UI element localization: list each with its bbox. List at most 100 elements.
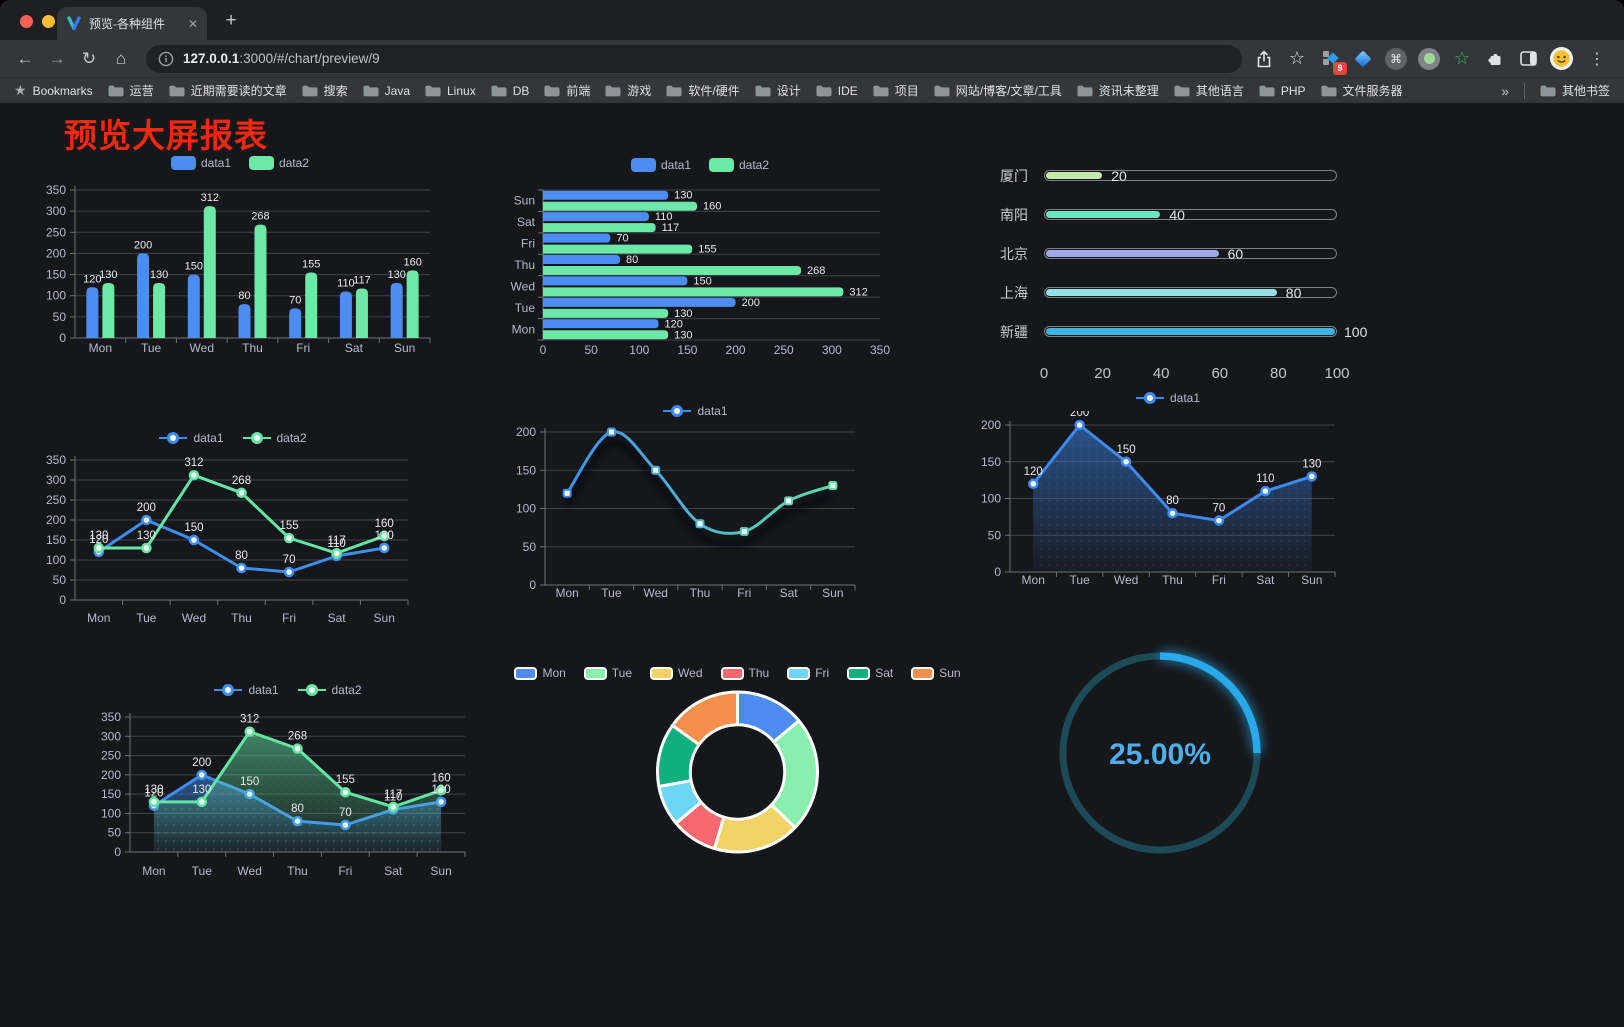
hbar-data1-Mon[interactable]	[543, 319, 659, 329]
marker[interactable]	[196, 769, 208, 781]
legend-item-Sun[interactable]: Sun	[911, 666, 961, 680]
bar-data1-Sun[interactable]	[390, 283, 403, 338]
marker[interactable]	[188, 534, 200, 546]
marker[interactable]	[141, 514, 152, 526]
legend-item-data1[interactable]: data1	[630, 158, 691, 172]
marker[interactable]	[196, 796, 208, 808]
bar-data2-Sat[interactable]	[355, 288, 368, 338]
marker[interactable]	[739, 526, 749, 536]
bookmark-folder[interactable]: PHP	[1259, 82, 1306, 99]
bar-grouped-canvas[interactable]: 0 50 100 150 200 250 300 350 Mon Tue Wed Thu Fri Sat S…	[40, 176, 440, 368]
browser-tab[interactable]: 预览-各种组件 ✕	[57, 7, 207, 40]
bookmark-folder[interactable]: 搜索	[302, 82, 348, 99]
marker[interactable]	[651, 465, 661, 475]
marker[interactable]	[1306, 471, 1318, 482]
hbar-data1-Thu[interactable]	[543, 255, 621, 264]
hbar-data2-Wed[interactable]	[543, 287, 844, 297]
hbar-data2-Sat[interactable]	[543, 223, 656, 233]
bookmark-folder[interactable]: 运营	[108, 82, 154, 99]
area-single-canvas[interactable]: 0 50 100 150 200 Mon Tue Wed Thu Fri Sat Sun 120 200 1…	[975, 407, 1360, 599]
marker[interactable]	[784, 496, 794, 506]
bar-data2-Mon[interactable]	[102, 283, 115, 338]
bar-data1-Sat[interactable]	[339, 291, 352, 338]
marker[interactable]	[188, 469, 200, 481]
bookmark-folder[interactable]: 其他语言	[1174, 82, 1244, 99]
hbar-data2-Sun[interactable]	[543, 201, 698, 211]
marker[interactable]	[141, 542, 152, 554]
bar-data1-Thu[interactable]	[238, 304, 251, 338]
chart-gauge[interactable]: 25.00%	[1040, 640, 1280, 875]
bookmarks-root[interactable]: ★ Bookmarks	[14, 82, 93, 99]
bookmark-folder[interactable]: 项目	[873, 82, 919, 99]
legend-item-data1[interactable]: data1	[662, 403, 728, 419]
marker[interactable]	[340, 786, 351, 798]
extensions-puzzle-icon[interactable]	[1483, 47, 1507, 71]
extension-gem-icon[interactable]	[1351, 47, 1375, 71]
bookmark-folder[interactable]: IDE	[816, 82, 858, 99]
marker[interactable]	[1027, 478, 1039, 490]
legend-item-data2[interactable]: data2	[709, 158, 769, 172]
legend-item-Wed[interactable]: Wed	[650, 666, 703, 680]
bar-data1-Tue[interactable]	[137, 253, 150, 338]
hbar-data1-Sat[interactable]	[543, 212, 649, 222]
marker[interactable]	[1074, 419, 1085, 431]
extension-green-star-icon[interactable]: ☆	[1453, 48, 1471, 68]
close-window-button[interactable]	[20, 15, 33, 28]
address-bar[interactable]: 127.0.0.1:3000/#/chart/preview/9	[146, 44, 1242, 73]
marker[interactable]	[1120, 456, 1132, 467]
bar-data1-Wed[interactable]	[187, 274, 200, 338]
legend-item-data1[interactable]: data1	[1135, 390, 1200, 406]
bar-data2-Fri[interactable]	[305, 272, 318, 338]
extension-record-icon[interactable]	[1417, 47, 1441, 71]
extension-grid-icon[interactable]: 9	[1318, 47, 1347, 75]
marker[interactable]	[378, 530, 390, 542]
marker[interactable]	[387, 801, 399, 813]
marker[interactable]	[244, 726, 255, 737]
bar-data2-Sun[interactable]	[406, 270, 419, 338]
side-panel-icon[interactable]	[1516, 47, 1540, 71]
legend-item-Mon[interactable]: Mon	[514, 666, 566, 680]
bookmark-folder[interactable]: Java	[363, 82, 410, 99]
chart-horizontal-bar[interactable]: data1 data2 Sun Sat Fri Thu Wed Tue Mon 0 50 100 150…	[505, 152, 895, 370]
marker[interactable]	[828, 481, 838, 491]
bar-data2-Tue[interactable]	[153, 283, 166, 338]
legend-item-Sat[interactable]: Sat	[847, 666, 893, 680]
home-button[interactable]: ⌂	[115, 48, 127, 68]
bookmark-folder[interactable]: 网站/博客/文章/工具	[934, 82, 1062, 99]
legend-item-data2[interactable]: data2	[297, 682, 362, 698]
area-multi-canvas[interactable]: 0 50 100 150 200 250 300 350 Mon Tue Wed Thu Fri Sat S…	[100, 703, 475, 889]
marker[interactable]	[236, 487, 247, 499]
legend-item-data1[interactable]: data1	[213, 682, 279, 698]
line-smooth-canvas[interactable]: 0 50 100 150 200 Mon Tue Wed Thu Fri Sat Sun	[510, 424, 880, 612]
marker[interactable]	[292, 743, 303, 754]
marker[interactable]	[435, 785, 447, 796]
bar-data1-Mon[interactable]	[86, 287, 99, 338]
forward-button[interactable]: →	[48, 48, 66, 68]
line-multi-canvas[interactable]: 0 50 100 150 200 250 300 350 Mon Tue Wed Thu Fri Sat S…	[45, 451, 420, 637]
other-bookmarks[interactable]: 其他书签	[1540, 82, 1610, 99]
hbar-data2-Fri[interactable]	[543, 244, 693, 254]
minimize-window-button[interactable]	[42, 15, 55, 28]
marker[interactable]	[331, 547, 342, 559]
marker[interactable]	[378, 542, 390, 554]
marker[interactable]	[1260, 485, 1271, 497]
chart-area-single[interactable]: data1 0 50 100 150 200 Mon Tue Wed Thu Fri Sat Sun 12…	[975, 385, 1360, 599]
bookmark-folder[interactable]: 资讯未整理	[1077, 82, 1159, 99]
legend-item-data2[interactable]: data2	[249, 156, 309, 170]
marker[interactable]	[283, 566, 295, 578]
legend-item-data2[interactable]: data2	[242, 430, 307, 446]
legend-item-Tue[interactable]: Tue	[583, 666, 632, 680]
chart-line-multi[interactable]: data1 data2 0 50 100 150 200 250 300 350 Mon Tue Wed…	[45, 425, 420, 637]
bookmark-folder[interactable]: Linux	[425, 82, 476, 99]
marker[interactable]	[93, 542, 105, 554]
marker[interactable]	[695, 519, 705, 529]
marker[interactable]	[606, 427, 616, 437]
hbar-data1-Sun[interactable]	[543, 190, 669, 200]
legend-item-data1[interactable]: data1	[158, 430, 224, 446]
chart-area-multi[interactable]: data1 data2 0 50 100 150 200 250 300 350 Mon Tue Wed…	[100, 677, 475, 889]
pie-slice-Sun[interactable]	[670, 690, 739, 747]
bookmark-folder[interactable]: 游戏	[605, 82, 651, 99]
bar-data2-Thu[interactable]	[254, 224, 267, 338]
marker[interactable]	[1213, 515, 1225, 526]
back-button[interactable]: ←	[16, 48, 34, 68]
